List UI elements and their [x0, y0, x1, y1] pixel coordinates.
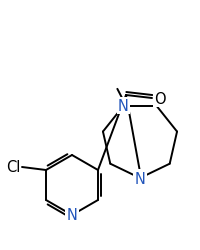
Text: N: N: [134, 171, 145, 186]
Text: N: N: [117, 99, 128, 114]
Text: O: O: [153, 91, 165, 106]
Text: Cl: Cl: [6, 160, 20, 175]
Text: N: N: [66, 208, 77, 222]
